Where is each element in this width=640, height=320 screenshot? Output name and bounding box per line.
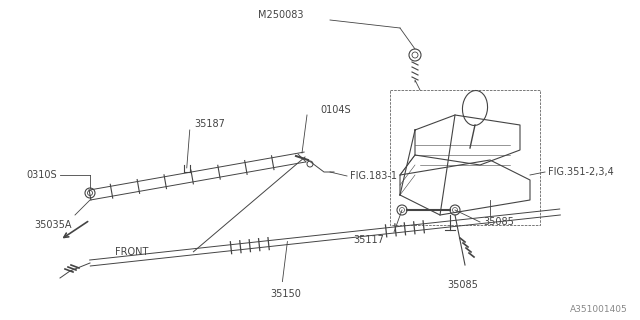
Text: 35085: 35085 (483, 217, 514, 227)
Text: 35035A: 35035A (35, 220, 72, 230)
Text: FIG.351-2,3,4: FIG.351-2,3,4 (548, 167, 614, 177)
Text: 0310S: 0310S (26, 170, 57, 180)
Text: A351001405: A351001405 (570, 306, 628, 315)
Text: M250083: M250083 (257, 10, 303, 20)
Text: FIG.183-1: FIG.183-1 (350, 171, 397, 181)
Text: 35150: 35150 (270, 289, 301, 299)
Text: FRONT: FRONT (115, 247, 148, 257)
Text: 35117: 35117 (353, 235, 384, 245)
Text: 0104S: 0104S (320, 105, 351, 115)
Text: 35187: 35187 (195, 119, 226, 129)
Text: 35085: 35085 (447, 280, 479, 290)
